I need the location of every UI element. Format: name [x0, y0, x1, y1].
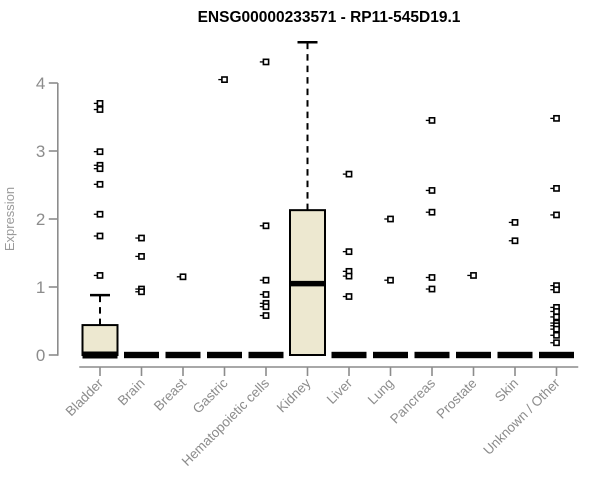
- y-tick-label: 0: [36, 346, 45, 365]
- y-tick-label: 2: [36, 210, 45, 229]
- outlier-point: [96, 232, 104, 240]
- outlier-point: [387, 276, 394, 284]
- outlier-point: [553, 114, 560, 122]
- outlier-point: [96, 148, 104, 156]
- x-tick-label-prostate: Prostate: [433, 376, 479, 422]
- flat-box-liver: [331, 351, 367, 359]
- x-tick-label-breast: Breast: [151, 375, 189, 413]
- outlier-point: [138, 253, 145, 260]
- outlier-point: [96, 106, 104, 113]
- outlier-point: [428, 208, 436, 216]
- outlier-point: [553, 325, 560, 333]
- outlier-point: [96, 100, 104, 107]
- outlier-point: [179, 273, 187, 281]
- flat-box-prostate: [456, 351, 491, 359]
- y-tick-label: 3: [36, 142, 45, 161]
- flat-box-gastric: [207, 351, 242, 359]
- y-tick-label: 1: [36, 278, 45, 297]
- outlier-point: [138, 234, 145, 242]
- x-tick-label-pancreas: Pancreas: [387, 375, 438, 426]
- outlier-point: [428, 285, 436, 293]
- x-tick-label-gastric: Gastric: [190, 375, 231, 416]
- outlier-point: [262, 58, 270, 66]
- outlier-point: [553, 308, 560, 315]
- flat-box-pancreas: [414, 351, 450, 359]
- outlier-point: [96, 165, 104, 173]
- x-tick-label-brain: Brain: [115, 376, 148, 409]
- flat-box-lung: [373, 351, 408, 359]
- x-tick-label-kidney: Kidney: [274, 375, 314, 415]
- outlier-point: [553, 313, 560, 321]
- x-tick-label-bladder: Bladder: [63, 375, 107, 419]
- flat-box-skin: [497, 351, 533, 359]
- outlier-point: [428, 187, 436, 194]
- outlier-point: [428, 274, 436, 281]
- flat-box-brain: [124, 351, 159, 359]
- flat-box-breast: [165, 351, 201, 359]
- flat-box-unknown-other: [539, 351, 574, 359]
- x-tick-label-unknown-other: Unknown / Other: [480, 375, 563, 458]
- flat-box-hematopoietic-cells: [248, 351, 284, 359]
- x-tick-label-skin: Skin: [492, 376, 521, 405]
- outlier-point: [428, 117, 436, 124]
- outlier-point: [262, 276, 270, 284]
- y-tick-label: 4: [36, 74, 45, 93]
- outlier-point: [262, 303, 270, 311]
- outlier-point: [387, 215, 394, 223]
- outlier-point: [262, 291, 270, 298]
- outlier-point: [553, 211, 560, 219]
- outlier-point: [262, 222, 270, 230]
- outlier-point: [553, 331, 560, 339]
- outlier-point: [470, 272, 477, 279]
- outlier-point: [96, 210, 104, 218]
- outlier-point: [345, 248, 353, 256]
- chart-title: ENSG00000233571 - RP11-545D19.1: [198, 9, 461, 26]
- outlier-point: [96, 180, 104, 188]
- outlier-point: [138, 288, 145, 296]
- y-axis-label: Expression: [2, 187, 17, 251]
- outlier-point: [553, 286, 560, 294]
- outlier-point: [96, 272, 104, 279]
- outlier-point: [511, 237, 519, 245]
- outlier-point: [262, 312, 270, 319]
- outlier-point: [553, 185, 560, 192]
- outlier-point: [511, 219, 519, 226]
- outlier-point: [345, 293, 353, 300]
- x-tick-label-liver: Liver: [324, 375, 356, 407]
- box-bladder: [81, 324, 119, 356]
- outlier-point: [553, 339, 560, 347]
- outlier-point: [221, 76, 228, 83]
- outlier-point: [345, 272, 353, 280]
- outlier-point: [345, 170, 353, 178]
- x-tick-label-lung: Lung: [365, 376, 397, 408]
